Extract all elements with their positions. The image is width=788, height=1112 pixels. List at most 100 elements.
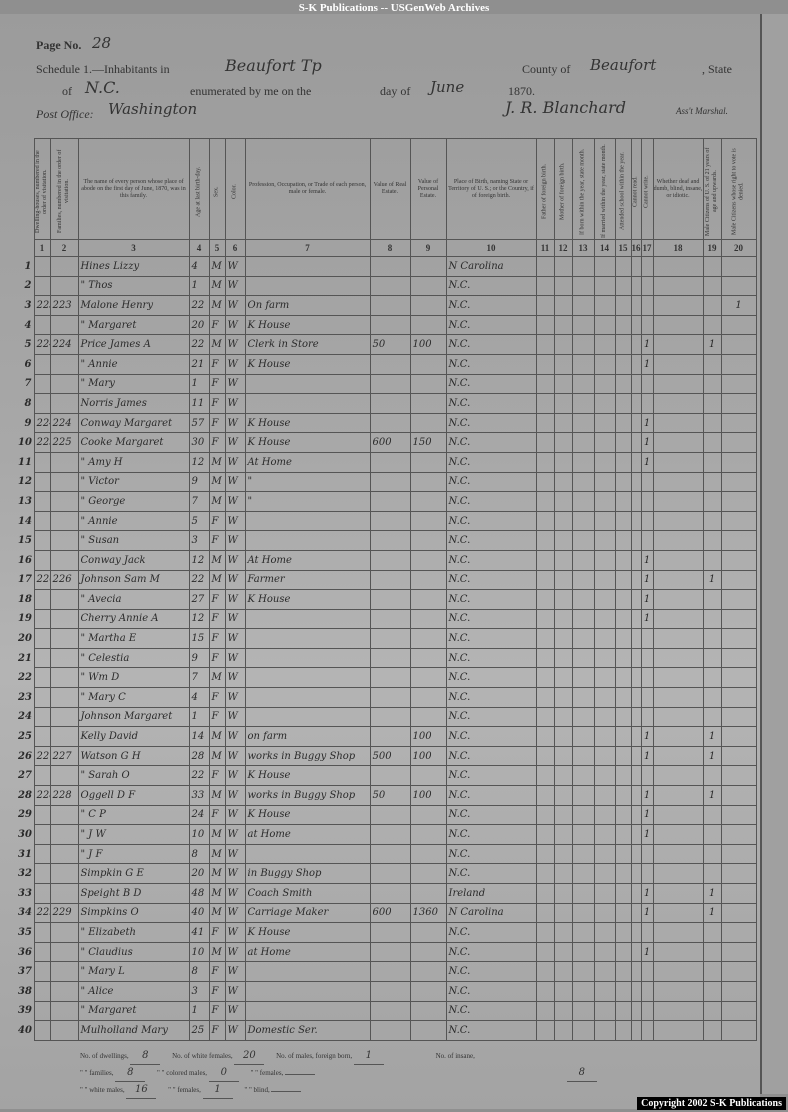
cell-col-3: Hines Lizzy xyxy=(77,256,190,277)
cell-col-18 xyxy=(652,863,704,884)
line-number: 6 xyxy=(24,358,32,370)
census-table: Dwelling-houses, numbered in the order o… xyxy=(16,138,757,1041)
cell-col-7: Farmer xyxy=(244,569,371,591)
cell-col-1: 225 xyxy=(33,432,51,453)
cell-col-6: W xyxy=(224,373,246,395)
column-header-14: If married within the year, state month. xyxy=(594,138,615,240)
cell-col-7: Coach Smith xyxy=(244,883,371,904)
table-row: 27 " Sarah O 22 F W K House N.C. xyxy=(16,765,757,787)
cell-col-11 xyxy=(535,765,555,787)
cell-col-14 xyxy=(593,647,616,669)
cell-col-7 xyxy=(244,275,371,297)
table-row: 21 " Celestia 9 F W N.C. xyxy=(16,647,757,669)
cell-col-10: N.C. xyxy=(445,569,537,591)
cell-col-17: 1 xyxy=(640,785,654,806)
cell-col-4: 9 xyxy=(188,647,210,669)
cell-col-12 xyxy=(553,510,573,532)
cell-col-1: 223 xyxy=(33,295,51,316)
cell-col-8: 600 xyxy=(369,432,411,453)
cell-col-2 xyxy=(49,726,79,747)
cell-col-7: K House xyxy=(244,765,371,787)
cell-col-7: " xyxy=(244,471,371,493)
cell-col-15 xyxy=(614,745,632,767)
day-label: day of xyxy=(380,84,411,98)
cell-col-4: 10 xyxy=(188,941,210,963)
cell-col-8 xyxy=(369,687,411,708)
cell-col-14 xyxy=(593,432,616,453)
cell-col-16 xyxy=(630,569,642,591)
cell-col-4: 41 xyxy=(188,922,210,943)
cell-col-13 xyxy=(571,353,595,375)
cell-col-4: 9 xyxy=(188,471,210,493)
cell-col-17: 1 xyxy=(640,804,654,826)
cell-col-11 xyxy=(535,843,555,865)
cell-col-11 xyxy=(535,412,555,434)
cell-col-13 xyxy=(571,785,595,806)
cell-col-1 xyxy=(33,687,51,708)
table-row: 1 Hines Lizzy 4 M W N Carolina xyxy=(16,256,757,277)
cell-col-4: 12 xyxy=(188,451,210,473)
line-number: 24 xyxy=(18,711,32,723)
cell-col-19 xyxy=(702,706,722,728)
cell-col-16 xyxy=(630,941,642,963)
cell-col-19: 1 xyxy=(702,745,722,767)
cell-col-13 xyxy=(571,510,595,532)
cell-col-10: N.C. xyxy=(445,667,537,689)
cell-col-9: 1360 xyxy=(409,902,447,924)
cell-col-4: 1 xyxy=(188,373,210,395)
cell-col-4: 11 xyxy=(188,393,210,414)
cell-col-20 xyxy=(720,1020,757,1041)
cell-col-14 xyxy=(593,589,616,610)
cell-col-13 xyxy=(571,883,595,904)
cell-col-19 xyxy=(702,667,722,689)
cell-col-10: N.C. xyxy=(445,353,537,375)
cell-col-1 xyxy=(33,883,51,904)
cell-col-5: M xyxy=(208,883,226,904)
cell-col-9 xyxy=(409,393,447,414)
cell-col-11 xyxy=(535,941,555,963)
cell-col-12 xyxy=(553,432,573,453)
cell-col-20 xyxy=(720,491,757,512)
cell-col-19: 1 xyxy=(702,902,722,924)
cell-col-2 xyxy=(49,471,79,493)
cell-col-6: W xyxy=(224,608,246,630)
cell-col-12 xyxy=(553,1020,573,1041)
cell-col-11 xyxy=(535,745,555,767)
cell-col-18 xyxy=(652,491,704,512)
cell-col-13 xyxy=(571,824,595,845)
cell-col-12 xyxy=(553,451,573,473)
cell-col-4: 4 xyxy=(188,687,210,708)
cell-col-6: W xyxy=(224,549,246,571)
cell-col-13 xyxy=(571,1000,595,1022)
cell-col-20 xyxy=(720,863,757,884)
cell-col-10: N.C. xyxy=(445,824,537,845)
cell-col-10: N.C. xyxy=(445,491,537,512)
cell-col-3: Malone Henry xyxy=(77,295,190,316)
cell-col-10: N.C. xyxy=(445,765,537,787)
cell-col-15 xyxy=(614,883,632,904)
cell-col-1 xyxy=(33,765,51,787)
line-number: 2 xyxy=(24,280,32,292)
cell-col-9 xyxy=(409,961,447,982)
cell-col-15 xyxy=(614,451,632,473)
cell-col-10: N.C. xyxy=(445,980,537,1002)
cell-col-19 xyxy=(702,1000,722,1022)
cell-col-9: 150 xyxy=(409,432,447,453)
cell-col-2 xyxy=(49,530,79,551)
cell-col-18 xyxy=(652,1020,704,1041)
cell-col-8 xyxy=(369,589,411,610)
cell-col-13 xyxy=(571,589,595,610)
cell-col-4: 3 xyxy=(188,980,210,1002)
cell-col-18 xyxy=(652,667,704,689)
cell-col-8 xyxy=(369,530,411,551)
cell-col-18 xyxy=(652,647,704,669)
cell-col-11 xyxy=(535,549,555,571)
cell-col-5: F xyxy=(208,1000,226,1022)
cell-col-8: 600 xyxy=(369,902,411,924)
cell-col-17: 1 xyxy=(640,941,654,963)
cell-col-13 xyxy=(571,667,595,689)
cell-col-1 xyxy=(33,726,51,747)
